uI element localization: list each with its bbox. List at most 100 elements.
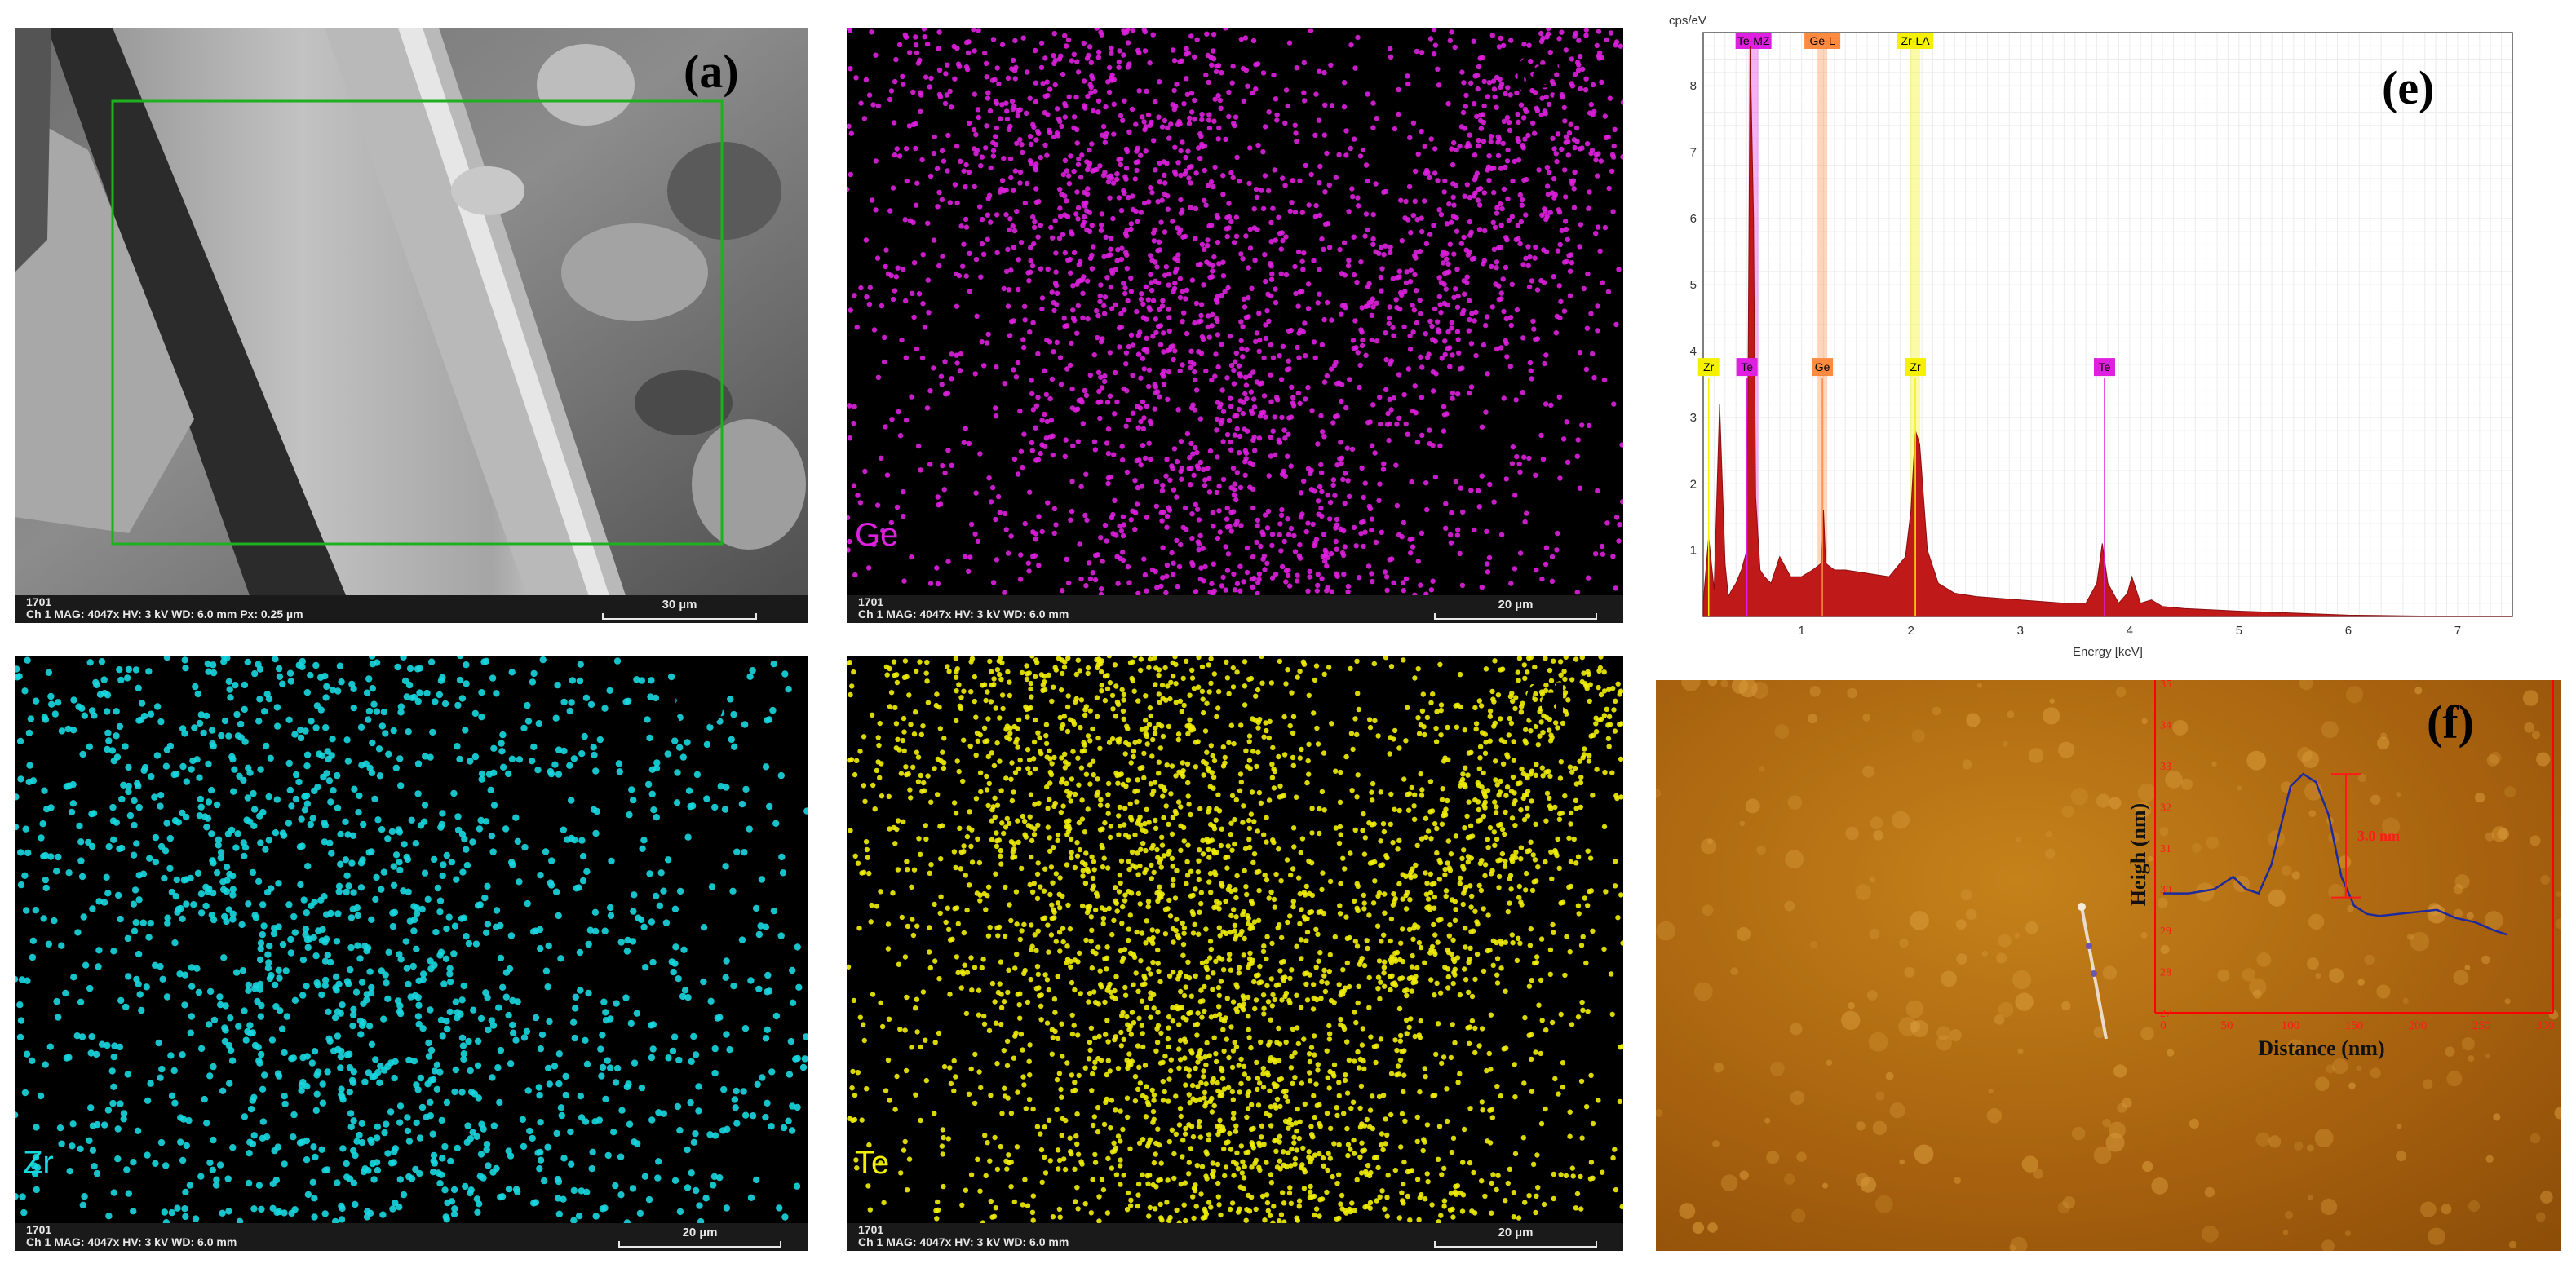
scale-bar: 30 µm xyxy=(602,598,757,620)
sem-info-bar: 1701 Ch 1 MAG: 4047x HV: 3 kV WD: 6.0 mm… xyxy=(847,1223,1623,1251)
selection-rectangle xyxy=(111,99,724,546)
te-element-map xyxy=(847,656,1623,1226)
inset-x-tick-label: 150 xyxy=(2345,1019,2364,1032)
inset-y-axis-label: Heigh (nm) xyxy=(2127,803,2150,906)
sample-id: 1701 xyxy=(26,1223,52,1236)
spectrum-area xyxy=(1702,46,2512,617)
panel-d-te-map: (d) Te 1701 Ch 1 MAG: 4047x HV: 3 kV WD:… xyxy=(847,656,1623,1251)
panel-c-ge-map: (c) Ge 1701 Ch 1 MAG: 4047x HV: 3 kV WD:… xyxy=(847,28,1623,623)
scale-bar: 20 µm xyxy=(1434,598,1597,620)
panel-label-d: (d) xyxy=(1524,673,1582,726)
panel-b-zr-map: (b) Zr 1701 Ch 1 MAG: 4047x HV: 3 kV WD:… xyxy=(15,656,808,1251)
panel-e-eds-spectrum: Te-MZ Ge-L Zr-LA Zr Te Ge Zr Te 1 2 3 4 5 6 7 8 1 2 3 4 5 6 7 c… xyxy=(1664,11,2561,680)
inset-x-tick-label: 250 xyxy=(2472,1019,2491,1032)
inset-y-tick-label: 30 xyxy=(2160,885,2171,897)
element-line-tag xyxy=(1735,33,1772,49)
eds-spectrum-chart: Te-MZ Ge-L Zr-LA Zr Te Ge Zr Te 1 2 3 4 5 6 7 8 1 2 3 4 5 6 7 c… xyxy=(1669,14,2513,659)
height-annotation: 3.0 nm xyxy=(2357,828,2400,844)
dot-layer xyxy=(847,28,1623,598)
inset-y-tick-label: 33 xyxy=(2160,761,2171,773)
element-line-label: Te-MZ xyxy=(1737,34,1770,47)
panel-label-a: (a) xyxy=(684,45,739,98)
panel-label-c: (c) xyxy=(1516,45,1569,98)
peak-marker-label: Te xyxy=(2099,360,2111,373)
profile-marker xyxy=(2091,970,2097,977)
peak-marker-label: Te xyxy=(1741,360,1753,373)
acquisition-info: Ch 1 MAG: 4047x HV: 3 kV WD: 6.0 mm xyxy=(26,1235,237,1248)
y-tick-label: 7 xyxy=(1690,145,1697,159)
sample-id: 1701 xyxy=(858,1223,884,1236)
panel-label-e: (e) xyxy=(2382,61,2435,114)
x-tick-label: 1 xyxy=(1798,624,1804,638)
peak-marker-tag xyxy=(1736,358,1758,377)
scale-bar: 20 µm xyxy=(618,1226,781,1248)
inset-x-tick-label: 200 xyxy=(2409,1019,2428,1032)
panel-label-b: (b) xyxy=(667,673,725,726)
element-label-zr: Zr xyxy=(23,1145,54,1181)
height-profile-line xyxy=(2163,772,2507,936)
inset-y-tick-label: 29 xyxy=(2160,926,2171,938)
panel-a-sem-image: (a) 1701 Ch 1 MAG: 4047x HV: 3 kV WD: 6.… xyxy=(15,28,808,623)
sample-id: 1701 xyxy=(26,595,52,608)
x-tick-label: 2 xyxy=(1908,624,1914,638)
element-line-tag xyxy=(1804,33,1841,49)
sample-id: 1701 xyxy=(858,595,884,608)
peak-marker-tag xyxy=(1812,358,1834,377)
inset-y-tick-label: 31 xyxy=(2160,843,2171,855)
acquisition-info: Ch 1 MAG: 4047x HV: 3 kV WD: 6.0 mm xyxy=(858,1235,1069,1248)
sem-info-bar: 1701 Ch 1 MAG: 4047x HV: 3 kV WD: 6.0 mm… xyxy=(15,595,808,623)
profile-marker xyxy=(2086,943,2092,949)
x-tick-label: 3 xyxy=(2017,624,2024,638)
inset-y-tick-label: 34 xyxy=(2160,720,2171,732)
grid xyxy=(1702,32,2513,617)
x-tick-label: 7 xyxy=(2454,624,2461,638)
peak-marker-label: Zr xyxy=(1910,360,1921,373)
element-line-label: Zr-LA xyxy=(1901,34,1931,47)
y-tick-label: 4 xyxy=(1690,345,1697,359)
scale-bar-label: 20 µm xyxy=(1498,1226,1534,1239)
inset-y-tick-label: 35 xyxy=(2160,680,2171,691)
inset-y-tick-label: 32 xyxy=(2160,802,2171,815)
ge-element-map xyxy=(847,28,1623,598)
inset-y-tick-label: 28 xyxy=(2160,967,2171,979)
element-line-band xyxy=(1817,46,1828,616)
scale-bar-label: 20 µm xyxy=(682,1226,718,1239)
y-tick-label: 8 xyxy=(1690,79,1697,93)
inset-x-tick-label: 100 xyxy=(2282,1019,2300,1032)
element-label-te: Te xyxy=(855,1145,890,1181)
element-label-ge: Ge xyxy=(855,517,899,553)
dot-layer xyxy=(847,656,1623,1226)
y-axis-label: cps/eV xyxy=(1669,14,1706,28)
afm-background xyxy=(1656,680,2561,1251)
x-tick-label: 4 xyxy=(2127,624,2133,638)
peak-marker-tag xyxy=(1697,358,1720,377)
panel-f-afm-image: 27 28 29 30 31 32 33 34 35 0 50 100 150 200 250 300 Dist… xyxy=(1656,680,2561,1251)
profile-start xyxy=(2078,903,2086,911)
panel-label-f: (f) xyxy=(2427,696,2474,749)
afm-surface-features xyxy=(1656,680,2561,1251)
scale-bar-label: 20 µm xyxy=(1498,598,1534,612)
scale-bar-label: 30 µm xyxy=(662,598,697,612)
dot-layer xyxy=(15,656,808,1226)
y-tick-label: 5 xyxy=(1690,278,1697,292)
inset-x-tick-label: 0 xyxy=(2160,1019,2167,1032)
inset-y-tick-label: 27 xyxy=(2160,1008,2171,1020)
afm-height-profile: 27 28 29 30 31 32 33 34 35 0 50 100 150 200 250 300 Dist… xyxy=(1656,680,2561,1251)
acquisition-info: Ch 1 MAG: 4047x HV: 3 kV WD: 6.0 mm xyxy=(858,607,1069,621)
sem-info-bar: 1701 Ch 1 MAG: 4047x HV: 3 kV WD: 6.0 mm… xyxy=(847,595,1623,623)
y-tick-label: 3 xyxy=(1690,411,1697,425)
peak-marker-label: Ge xyxy=(1815,360,1830,373)
inset-x-tick-label: 300 xyxy=(2536,1019,2555,1032)
scale-bar: 20 µm xyxy=(1434,1226,1597,1248)
sem-info-bar: 1701 Ch 1 MAG: 4047x HV: 3 kV WD: 6.0 mm… xyxy=(15,1223,808,1251)
x-tick-label: 6 xyxy=(2345,624,2352,638)
sem-micrograph xyxy=(15,28,808,623)
y-tick-label: 2 xyxy=(1690,477,1697,491)
element-line-tag xyxy=(1897,33,1934,49)
y-tick-label: 6 xyxy=(1690,212,1697,226)
peak-marker-tag xyxy=(1905,358,1927,377)
element-line-label: Ge-L xyxy=(1810,34,1835,47)
x-tick-label: 5 xyxy=(2236,624,2242,638)
zr-element-map xyxy=(15,656,808,1226)
y-tick-label: 1 xyxy=(1690,544,1697,558)
